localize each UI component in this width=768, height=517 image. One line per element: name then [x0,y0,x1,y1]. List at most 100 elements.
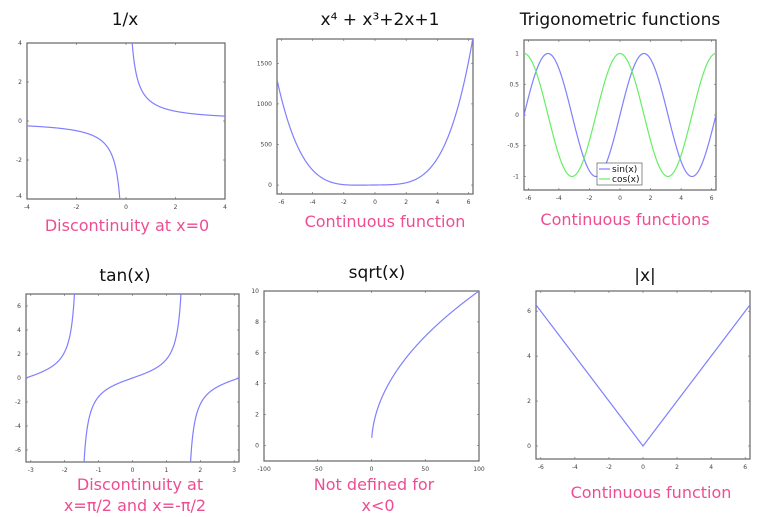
y-tick-label: 0 [17,375,21,382]
series-line-abs(x) [536,304,750,447]
x-tick-label: -3 [28,467,34,474]
y-tick-label: -4 [16,193,22,200]
x-tick-label: 2 [649,195,653,202]
x-tick-label: 6 [710,195,714,202]
chart-tan: -3 -2 -1 0 1 2 3 -6 -4 -2 0 2 4 6 [15,293,240,474]
x-tick-label: -1 [96,467,102,474]
series-line-cos(x) [524,52,716,178]
x-tick-label: 4 [435,199,439,206]
series-line-tan(x) [26,294,239,462]
y-tick-label: 10 [251,288,259,295]
x-tick-label: 0 [618,195,622,202]
y-tick-label: 6 [255,350,259,357]
x-tick-label: -2 [606,464,612,471]
x-tick-label: -4 [310,199,316,206]
x-tick-label: 6 [743,464,747,471]
x-tick-label: -2 [62,467,68,474]
caption-tan-line1: Discontinuity at [76,475,204,494]
chart-abs: -6 -4 -2 0 2 4 6 0 2 4 6 [527,290,751,471]
x-tick-label: 0 [370,466,374,473]
caption-tan-line2: x=π/2 and x=-π/2 [63,496,207,515]
legend-label: sin(x) [612,165,637,175]
caption-reciprocal: Discontinuity at x=0 [44,216,210,235]
series-line-sin(x) [524,52,716,178]
plot-frame [535,290,751,460]
chart-title-sqrt: sqrt(x) [348,263,406,283]
chart-title-tan: tan(x) [99,266,151,286]
x-tick-label: 0 [124,204,128,211]
x-tick-label: -4 [572,464,578,471]
x-tick-label: -4 [24,204,30,211]
x-tick-label: -6 [525,195,531,202]
x-tick-label: -6 [538,464,544,471]
y-tick-label: 0 [18,118,22,125]
series-line-1/x [27,43,225,199]
y-tick-label: 4 [18,40,22,47]
x-tick-label: -2 [341,199,347,206]
x-tick-label: -2 [74,204,80,211]
caption-polynomial: Continuous function [304,212,466,231]
chart-title-polynomial: x⁴ + x³+2x+1 [320,10,440,30]
y-tick-label: 4 [17,327,21,334]
x-tick-label: 0 [373,199,377,206]
legend-label: cos(x) [612,175,640,185]
y-tick-label: -1 [513,173,519,180]
y-tick-label: 6 [527,308,531,315]
y-tick-label: 1000 [257,101,272,108]
x-tick-label: -2 [586,195,592,202]
chart-sqrt: -100 -50 0 50 100 0 2 4 6 8 10 [251,288,485,473]
x-tick-label: 4 [223,204,227,211]
x-tick-label: 0 [641,464,645,471]
y-tick-label: -4 [15,423,21,430]
x-tick-label: -4 [556,195,562,202]
x-tick-label: 6 [467,199,471,206]
x-tick-label: 0 [131,467,135,474]
x-tick-label: 1 [164,467,168,474]
series-line-sqrt(x) [371,291,479,438]
chart-title-trig: Trigonometric functions [519,10,721,30]
y-tick-label: 4 [527,353,531,360]
chart-title-abs: |x| [634,266,656,286]
caption-abs: Continuous function [570,483,732,502]
y-tick-label: 2 [17,351,21,358]
y-tick-label: 0 [255,443,259,450]
x-tick-label: 2 [675,464,679,471]
x-tick-label: 2 [198,467,202,474]
y-tick-label: -2 [16,157,22,164]
y-tick-label: 4 [255,381,259,388]
y-tick-label: -0.5 [507,143,519,150]
caption-trig: Continuous functions [540,210,710,229]
x-tick-label: 4 [679,195,683,202]
x-tick-label: -6 [278,199,284,206]
x-tick-label: 100 [473,466,485,473]
plot-frame [276,38,474,195]
y-tick-label: 6 [17,303,21,310]
x-tick-label: 3 [232,467,236,474]
y-tick-label: 1 [515,51,519,58]
y-tick-label: 500 [261,141,273,148]
y-tick-label: 2 [18,79,22,86]
x-tick-label: -100 [257,466,271,473]
y-tick-label: -2 [15,399,21,406]
y-tick-label: 0.5 [509,81,519,88]
x-tick-label: 4 [709,464,713,471]
chart-reciprocal: -4 -2 0 2 4 -4 -2 0 2 4 [16,40,227,211]
x-tick-label: -50 [313,466,323,473]
x-tick-label: 2 [404,199,408,206]
chart-polynomial: -6 -4 -2 0 2 4 6 0 500 1000 1500 [257,38,474,206]
chart-title-reciprocal: 1/x [111,10,139,30]
x-tick-label: 2 [174,204,178,211]
x-tick-label: 50 [421,466,429,473]
chart-trig: -6 -4 -2 0 2 4 6 -1 -0.5 0 0.5 1 sin(x)cos(x) [507,39,717,202]
series-line-x^4+x^3+2x+1 [277,39,473,186]
y-tick-label: -6 [15,447,21,454]
y-tick-label: 1500 [257,60,272,67]
caption-sqrt-line2: x<0 [361,496,395,515]
caption-sqrt-line1: Not defined for [313,475,435,494]
y-tick-label: 0 [268,182,272,189]
y-tick-label: 2 [527,398,531,405]
y-tick-label: 8 [255,319,259,326]
y-tick-label: 0 [527,443,531,450]
y-tick-label: 2 [255,412,259,419]
y-tick-label: 0 [515,112,519,119]
